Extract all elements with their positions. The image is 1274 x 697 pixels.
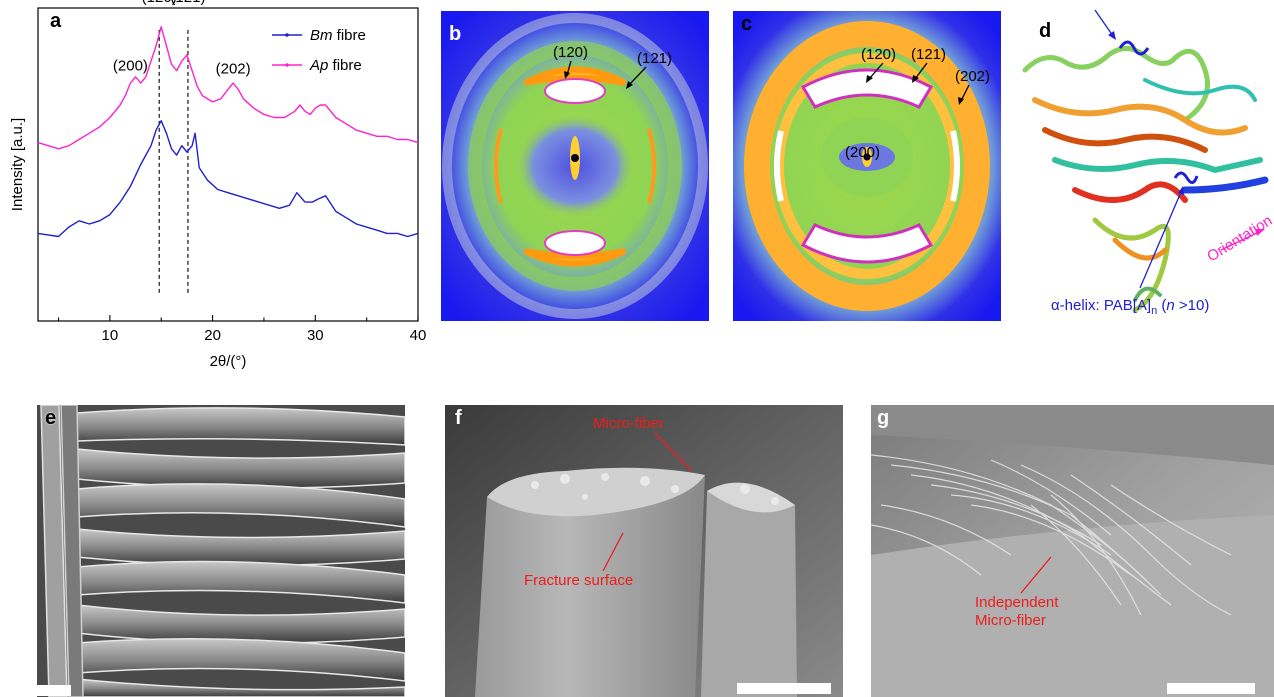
scale-bar-e (37, 685, 71, 696)
peak-annotation: (200) (113, 58, 148, 75)
scale-bar-g (1167, 683, 1255, 694)
panel-g: Independent Micro-fiber g (871, 405, 1274, 697)
label-independent-line2: Micro-fiber (975, 612, 1046, 629)
x-tick-label: 30 (307, 327, 324, 344)
plot-frame (38, 8, 418, 321)
panel-c: (120) (121) (202) (200) c (733, 11, 1001, 321)
orientation-label: Orientation (1204, 212, 1274, 265)
sem-image-e (37, 405, 405, 697)
legend-marker (285, 63, 289, 67)
x-tick-label: 20 (204, 327, 221, 344)
panel-f: Micro-fiber Fracture surface f (445, 405, 843, 697)
panel-d: Orientation α-helix: PAB[A]n (n >10) d (1015, 0, 1274, 330)
sem-image-g: Independent Micro-fiber (871, 405, 1274, 697)
series-line-bm (38, 121, 418, 237)
label-fracture-surface: Fracture surface (524, 572, 633, 589)
label-202-c: (202) (955, 68, 990, 85)
label-121-b: (121) (637, 50, 672, 67)
legend-entry: Ap fibre (309, 57, 362, 74)
panel-b: (120) (121) b (441, 11, 709, 321)
waxd-pattern-c: (120) (121) (202) (200) (733, 11, 1001, 321)
waxd-pattern-b: (120) (121) (441, 11, 709, 321)
panel-label-f: f (455, 407, 462, 430)
panel-label-c: c (741, 13, 752, 36)
protein-structure: Orientation α-helix: PAB[A]n (n >10) (1015, 0, 1274, 330)
legend-entry: Bm fibre (310, 27, 366, 44)
x-tick-label: 40 (410, 327, 427, 344)
label-120-c: (120) (861, 46, 896, 63)
panel-label-d: d (1039, 20, 1051, 43)
sem-image-f: Micro-fiber Fracture surface (445, 405, 843, 697)
panel-label-b: b (449, 23, 461, 46)
label-micro-fiber: Micro-fiber (593, 415, 664, 432)
panel-label-e: e (45, 407, 56, 430)
panel-label-g: g (877, 407, 889, 430)
panel-label-a: a (50, 10, 62, 32)
legend-marker (285, 33, 289, 37)
panel-e: e (37, 405, 405, 697)
series-line-ap (38, 27, 418, 149)
label-200-c: (200) (845, 144, 880, 161)
peak-annotation: (202) (216, 61, 251, 78)
x-tick-label: 10 (102, 327, 119, 344)
scale-bar-f (737, 683, 831, 694)
helix-label: α-helix: PAB[A]n (n >10) (1051, 297, 1209, 317)
peak-annotation: (121) (170, 0, 205, 6)
label-121-c: (121) (911, 46, 946, 63)
y-axis-label: Intensity [a.u.] (9, 118, 26, 211)
x-axis-label: 2θ/(°) (210, 353, 247, 370)
label-independent-line1: Independent (975, 594, 1059, 611)
label-120-b: (120) (553, 44, 588, 61)
